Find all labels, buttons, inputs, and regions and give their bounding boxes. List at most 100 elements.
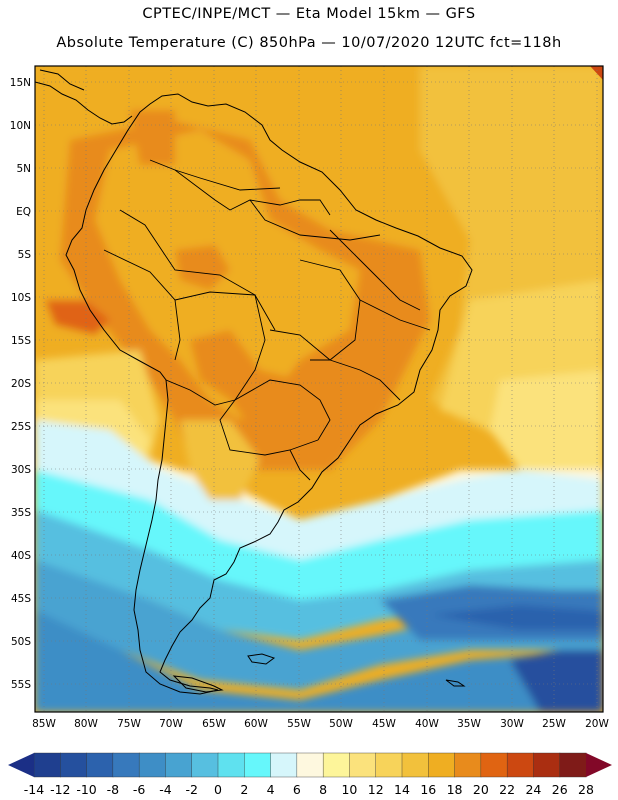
lon-label-45w: 45W bbox=[372, 718, 396, 730]
color-legend-label: -14 bbox=[24, 782, 44, 797]
color-legend-label: 16 bbox=[420, 782, 436, 797]
color-legend-swatch bbox=[322, 752, 350, 778]
lat-label-eq: EQ bbox=[16, 206, 31, 218]
color-legend-swatch bbox=[480, 752, 508, 778]
color-legend-swatch bbox=[559, 752, 587, 778]
lat-axis-labels: 15N 10N 5N EQ 5S 10S 15S 20S 25S 30S 35S… bbox=[10, 77, 32, 691]
lat-label-35s: 35S bbox=[11, 507, 31, 519]
field-hot-corner bbox=[590, 66, 603, 80]
lat-label-30s: 30S bbox=[11, 464, 31, 476]
lat-label-15s: 15S bbox=[11, 335, 31, 347]
color-legend-label: -6 bbox=[133, 782, 146, 797]
lon-label-20w: 20W bbox=[585, 718, 609, 730]
color-legend-label: 6 bbox=[293, 782, 301, 797]
color-legend-label: 22 bbox=[499, 782, 515, 797]
color-legend: -14 -12 -10 -8 -6 -4 -2 0 2 4 6 8 10 12 14 16 18 20 22 24 26… bbox=[8, 752, 612, 797]
color-legend-label: 12 bbox=[368, 782, 384, 797]
field-peru-hot bbox=[45, 300, 110, 335]
color-legend-label: -12 bbox=[50, 782, 70, 797]
color-legend-swatch bbox=[191, 752, 219, 778]
lon-label-70w: 70W bbox=[159, 718, 183, 730]
color-legend-label: 4 bbox=[267, 782, 275, 797]
color-legend-swatch bbox=[428, 752, 456, 778]
field-chaco-hot bbox=[190, 330, 310, 450]
lat-label-20s: 20S bbox=[11, 378, 31, 390]
lat-label-25s: 25S bbox=[11, 421, 31, 433]
lon-label-55w: 55W bbox=[287, 718, 311, 730]
field-lightblue bbox=[35, 560, 603, 690]
color-legend-under-arrow bbox=[8, 753, 34, 777]
lon-label-65w: 65W bbox=[202, 718, 226, 730]
color-legend-swatch bbox=[33, 752, 61, 778]
color-legend-labels: -14 -12 -10 -8 -6 -4 -2 0 2 4 6 8 10 12 14 16 18 20 22 24 26… bbox=[24, 782, 594, 797]
color-legend-swatch bbox=[401, 752, 429, 778]
lon-label-25w: 25W bbox=[542, 718, 566, 730]
color-legend-swatch bbox=[506, 752, 534, 778]
lon-label-80w: 80W bbox=[74, 718, 98, 730]
color-legend-label: 2 bbox=[240, 782, 248, 797]
field-darkest-blue bbox=[510, 650, 603, 712]
color-legend-swatch bbox=[349, 752, 377, 778]
lat-label-50s: 50S bbox=[11, 636, 31, 648]
tierra-del-fuego-outline bbox=[172, 675, 224, 693]
lat-label-45s: 45S bbox=[11, 593, 31, 605]
field-atlantic-pale bbox=[490, 370, 603, 470]
lat-label-5s: 5S bbox=[18, 249, 32, 261]
color-legend-swatch bbox=[60, 752, 88, 778]
map-subtitle: Absolute Temperature (C) 850hPa — 10/07/… bbox=[56, 35, 562, 51]
color-legend-label: -10 bbox=[76, 782, 96, 797]
color-legend-label: 24 bbox=[525, 782, 541, 797]
lon-label-35w: 35W bbox=[457, 718, 481, 730]
color-legend-swatch bbox=[165, 752, 193, 778]
lat-label-5n: 5N bbox=[16, 163, 31, 175]
central-america-coastline bbox=[35, 69, 133, 125]
color-legend-label: -8 bbox=[107, 782, 120, 797]
color-legend-label: 18 bbox=[447, 782, 463, 797]
color-legend-swatch bbox=[138, 752, 166, 778]
color-legend-over-arrow bbox=[586, 753, 612, 777]
lon-label-30w: 30W bbox=[500, 718, 524, 730]
color-legend-swatch bbox=[454, 752, 482, 778]
falklands-outline bbox=[247, 653, 276, 665]
lat-label-10s: 10S bbox=[11, 292, 31, 304]
color-legend-label: 26 bbox=[552, 782, 568, 797]
lon-label-50w: 50W bbox=[329, 718, 353, 730]
color-legend-label: 10 bbox=[341, 782, 357, 797]
lat-label-40s: 40S bbox=[11, 550, 31, 562]
field-darker-blue bbox=[430, 605, 603, 630]
color-legend-label: 20 bbox=[473, 782, 489, 797]
lat-label-55s: 55S bbox=[11, 679, 31, 691]
lat-gridlines bbox=[35, 81, 603, 685]
color-legend-label: -2 bbox=[185, 782, 197, 797]
color-legend-swatch bbox=[375, 752, 403, 778]
lon-label-75w: 75W bbox=[117, 718, 141, 730]
map-title: CPTEC/INPE/MCT — Eta Model 15km — GFS bbox=[142, 6, 476, 22]
color-legend-swatch bbox=[270, 752, 298, 778]
color-legend-label: 28 bbox=[578, 782, 594, 797]
lon-label-40w: 40W bbox=[415, 718, 439, 730]
south-america-coastline bbox=[65, 93, 473, 695]
color-legend-swatch bbox=[112, 752, 140, 778]
color-legend-label: -4 bbox=[159, 782, 172, 797]
color-legend-swatch bbox=[533, 752, 561, 778]
color-legend-label: 8 bbox=[319, 782, 327, 797]
lon-label-60w: 60W bbox=[244, 718, 268, 730]
color-legend-swatch bbox=[86, 752, 114, 778]
color-legend-swatch bbox=[296, 752, 324, 778]
color-legend-label: 0 bbox=[214, 782, 222, 797]
country-borders bbox=[103, 159, 431, 481]
field-argentina-warm bbox=[180, 420, 260, 500]
color-legend-label: 14 bbox=[394, 782, 410, 797]
lat-label-15n: 15N bbox=[10, 77, 31, 89]
temperature-map: 15N 10N 5N EQ 5S 10S 15S 20S 25S 30S 35S… bbox=[10, 65, 609, 730]
field-amazon-hot bbox=[175, 245, 230, 290]
field-continent-interior bbox=[95, 130, 360, 420]
field-colombia-warm bbox=[130, 110, 175, 165]
lon-label-85w: 85W bbox=[32, 718, 56, 730]
color-legend-swatch bbox=[217, 752, 245, 778]
map-frame bbox=[34, 65, 604, 713]
color-legend-swatch bbox=[244, 752, 272, 778]
south-georgia-outline bbox=[445, 679, 466, 687]
color-legend-swatches bbox=[33, 752, 587, 778]
lat-label-10n: 10N bbox=[10, 120, 31, 132]
